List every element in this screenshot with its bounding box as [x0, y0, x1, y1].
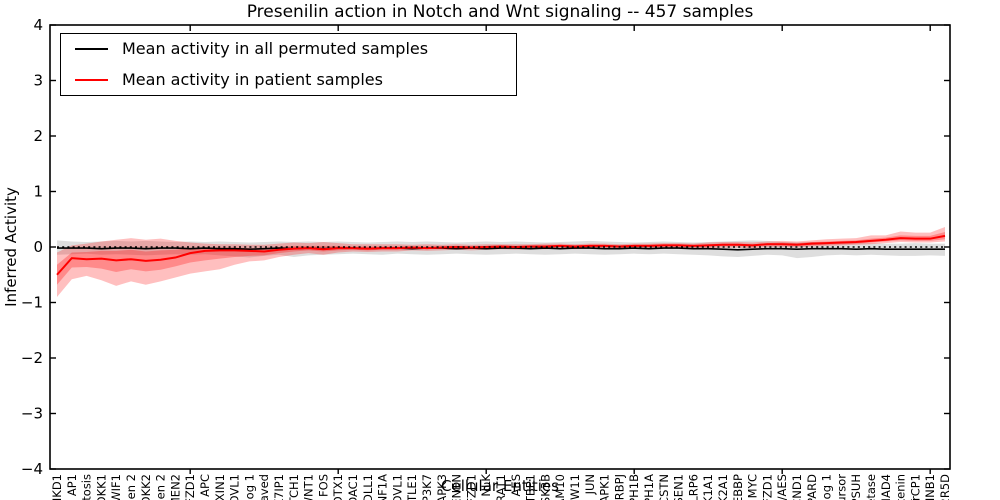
- x-category-label: NCSTN: [657, 474, 671, 500]
- x-category-label: PSENEN: [450, 474, 464, 500]
- x-category-label: Gamma Secretase: [864, 474, 878, 500]
- x-category-label: NLK: [479, 474, 493, 497]
- x-category-label: WNT1/LRP6/FZD1: [183, 474, 197, 500]
- x-category-label: KREMEN2: [168, 474, 182, 500]
- x-category-label: Delta 1/NOTCH/NOTCH(cleaved: [257, 474, 271, 500]
- x-category-label: PSEN1: [672, 474, 686, 500]
- x-category-label: DTX1: [331, 474, 345, 500]
- x-category-label: DLL1: [361, 474, 375, 500]
- x-category-label: DKK1/LRP6/Kremen 2: [124, 474, 138, 500]
- x-category-label: Delta 1/NOTCHprecursor: [834, 474, 848, 500]
- x-category-label: MAP3K7: [420, 474, 434, 500]
- permuted-line-sample-icon: [75, 48, 108, 51]
- legend-label-patient: Mean activity in patient samples: [122, 69, 383, 89]
- legend: Mean activity in all permuted samples Me…: [60, 33, 517, 96]
- x-category-label: CSNK2A1: [716, 474, 730, 500]
- patient-band-inner: [57, 232, 945, 285]
- x-category-label: PPP2R5D: [938, 474, 952, 500]
- x-category-label: FOS: [316, 474, 330, 497]
- x-category-label: NKD1: [50, 474, 64, 500]
- x-category-label: AP1: [65, 474, 79, 496]
- x-category-label: CTBP1: [524, 474, 538, 500]
- x-category-label: HNF1A: [376, 474, 390, 500]
- x-category-label: MAPK1: [598, 474, 612, 500]
- x-category-label: Beta Catenin/TCF1/CtBP/CBP/TLE1/AES/SMAD…: [879, 474, 893, 500]
- x-category-label: GSK3B: [538, 474, 552, 500]
- y-tick-label: 4: [33, 16, 43, 34]
- x-category-label: MAPK3: [435, 474, 449, 500]
- x-category-label: NOTCH1 precursor/DVL1: [228, 474, 242, 500]
- legend-label-permuted: Mean activity in all permuted samples: [122, 39, 429, 59]
- x-category-label: JUN: [583, 474, 597, 495]
- x-category-label: NOTCH1 precursor/Deltex homolog 1: [820, 474, 834, 500]
- x-category-label: WNT1: [302, 474, 316, 500]
- x-category-label: WIF1: [109, 474, 123, 500]
- y-tick-label: 3: [33, 72, 43, 90]
- x-category-label: AES: [509, 474, 523, 496]
- x-category-label: APC: [198, 474, 212, 497]
- y-tick-label: −2: [21, 349, 43, 367]
- legend-entry-patient: Mean activity in patient samples: [75, 69, 516, 89]
- x-category-label: MYC: [746, 474, 760, 498]
- x-category-label: CTNNB1: [923, 474, 937, 500]
- x-category-label: LRP6/FZD1: [760, 474, 774, 500]
- y-tick-label: 1: [33, 183, 43, 201]
- x-category-label: NOTCH/Deltex homolog 1: [242, 474, 256, 500]
- x-category-label: ADAM10: [553, 474, 567, 500]
- y-tick-label: −4: [21, 460, 43, 478]
- y-axis-label: Inferred Activity: [2, 187, 20, 307]
- patient-line-sample-icon: [75, 78, 108, 81]
- x-category-label: AXIN1: [213, 474, 227, 500]
- y-tick-label: 0: [33, 238, 43, 256]
- x-category-label: NOTCH1: [287, 474, 301, 500]
- x-category-label: CREBBP: [731, 474, 745, 500]
- x-category-label: apoptosis: [80, 474, 94, 500]
- permuted-mean-line: [57, 247, 945, 251]
- x-category-label: FZD1: [464, 474, 478, 500]
- x-axis-label: Cellular Entities: [441, 477, 559, 495]
- y-tick-label: −3: [21, 405, 43, 423]
- chart-title: Presenilin action in Notch and Wnt signa…: [246, 2, 754, 22]
- legend-entry-permuted: Mean activity in all permuted samples: [75, 41, 516, 57]
- x-category-label: beta catenin/beta TrCP1: [908, 474, 922, 500]
- y-tick-label: −1: [21, 294, 43, 312]
- x-category-label: TLE1: [405, 474, 419, 500]
- x-category-label: CtBP/CBP/TCF1/TLE1/AES: [775, 474, 789, 500]
- x-category-label: APH1B: [627, 474, 641, 500]
- x-category-label: FBXW11: [568, 474, 582, 500]
- x-category-label: FRAT1: [494, 474, 508, 500]
- y-tick-label: 2: [33, 127, 43, 145]
- x-category-label: RBPJ: [612, 474, 626, 500]
- x-category-label: DKK2/LRP6/Kremen 2: [154, 474, 168, 500]
- x-category-label: MAP3K7IP1: [272, 474, 286, 500]
- x-category-label: APH1A: [642, 474, 656, 500]
- x-category-label: CSNK1A1: [701, 474, 715, 500]
- x-category-label: DVL1: [390, 474, 404, 500]
- x-category-label: DKK1: [94, 474, 108, 500]
- x-category-label: DKK2: [139, 474, 153, 500]
- x-category-label: CCND1: [790, 474, 804, 500]
- x-category-label: LRP6: [686, 474, 700, 500]
- x-category-label: Axin1/APC/beta catenin: [894, 474, 908, 500]
- x-category-label: HDAC1: [346, 474, 360, 500]
- x-category-label: NICD/RBPSUH: [849, 474, 863, 500]
- x-category-label: PPARD: [805, 474, 819, 500]
